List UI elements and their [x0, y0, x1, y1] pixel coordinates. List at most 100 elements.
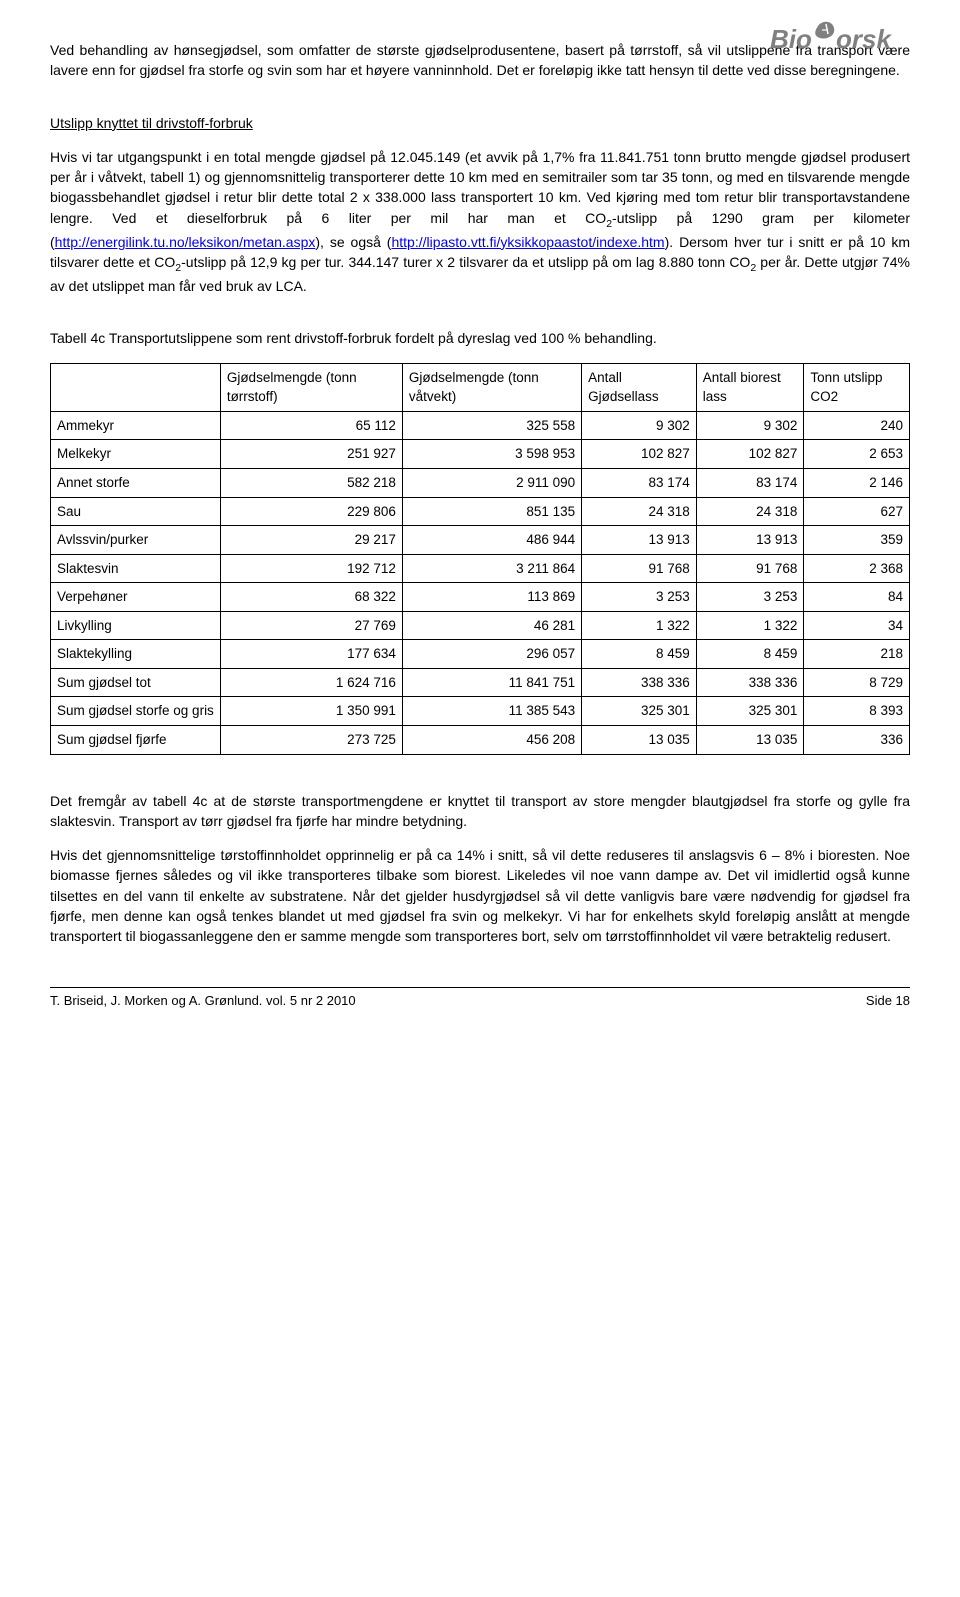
table-row: Avlssvin/purker29 217486 94413 91313 913…: [51, 526, 910, 555]
cell-value: 229 806: [220, 497, 402, 526]
cell-value: 27 769: [220, 611, 402, 640]
cell-value: 8 393: [804, 697, 910, 726]
cell-value: 8 459: [582, 640, 697, 669]
cell-value: 1 322: [696, 611, 804, 640]
th-utslipp: Tonn utslipp CO2: [804, 363, 910, 411]
svg-text:Bio: Bio: [770, 24, 812, 54]
svg-text:orsk: orsk: [836, 24, 892, 54]
cell-value: 336: [804, 726, 910, 755]
page-footer: T. Briseid, J. Morken og A. Grønlund. vo…: [50, 987, 910, 1011]
table-row: Livkylling27 76946 2811 3221 32234: [51, 611, 910, 640]
cell-value: 11 841 751: [402, 668, 581, 697]
paragraph-4: Hvis det gjennomsnittelige tørstoffinnho…: [50, 845, 910, 946]
row-label: Slaktesvin: [51, 554, 221, 583]
cell-value: 46 281: [402, 611, 581, 640]
cell-value: 273 725: [220, 726, 402, 755]
link-energilink[interactable]: http://energilink.tu.no/leksikon/metan.a…: [55, 234, 316, 250]
cell-value: 251 927: [220, 440, 402, 469]
cell-value: 68 322: [220, 583, 402, 612]
row-label: Annet storfe: [51, 468, 221, 497]
paragraph-2: Hvis vi tar utgangspunkt i en total meng…: [50, 147, 910, 297]
table-row: Annet storfe582 2182 911 09083 17483 174…: [51, 468, 910, 497]
cell-value: 91 768: [582, 554, 697, 583]
table-row: Ammekyr65 112325 5589 3029 302240: [51, 411, 910, 440]
cell-value: 8 729: [804, 668, 910, 697]
row-label: Verpehøner: [51, 583, 221, 612]
cell-value: 2 911 090: [402, 468, 581, 497]
cell-value: 9 302: [696, 411, 804, 440]
cell-value: 3 211 864: [402, 554, 581, 583]
cell-value: 24 318: [696, 497, 804, 526]
cell-value: 218: [804, 640, 910, 669]
transport-table: Gjødselmengde (tonn tørrstoff) Gjødselme…: [50, 363, 910, 755]
table-caption: Tabell 4c Transportutslippene som rent d…: [50, 328, 910, 348]
table-row: Sum gjødsel storfe og gris1 350 99111 38…: [51, 697, 910, 726]
table-row: Sau229 806851 13524 31824 318627: [51, 497, 910, 526]
footer-page-number: Side 18: [866, 992, 910, 1011]
cell-value: 582 218: [220, 468, 402, 497]
cell-value: 338 336: [582, 668, 697, 697]
cell-value: 338 336: [696, 668, 804, 697]
table-header-row: Gjødselmengde (tonn tørrstoff) Gjødselme…: [51, 363, 910, 411]
cell-value: 9 302: [582, 411, 697, 440]
cell-value: 102 827: [582, 440, 697, 469]
cell-value: 627: [804, 497, 910, 526]
th-blank: [51, 363, 221, 411]
row-label: Ammekyr: [51, 411, 221, 440]
subheading-drivstoff: Utslipp knyttet til drivstoff-forbruk: [50, 113, 910, 133]
cell-value: 1 350 991: [220, 697, 402, 726]
cell-value: 325 301: [582, 697, 697, 726]
cell-value: 29 217: [220, 526, 402, 555]
cell-value: 91 768: [696, 554, 804, 583]
th-torrstoff: Gjødselmengde (tonn tørrstoff): [220, 363, 402, 411]
table-row: Sum gjødsel fjørfe273 725456 20813 03513…: [51, 726, 910, 755]
cell-value: 8 459: [696, 640, 804, 669]
row-label: Sau: [51, 497, 221, 526]
cell-value: 65 112: [220, 411, 402, 440]
cell-value: 296 057: [402, 640, 581, 669]
cell-value: 11 385 543: [402, 697, 581, 726]
cell-value: 177 634: [220, 640, 402, 669]
cell-value: 102 827: [696, 440, 804, 469]
cell-value: 851 135: [402, 497, 581, 526]
para2-text-c-tail: -utslipp på 12,9 kg per tur. 344.147 tur…: [181, 254, 750, 270]
cell-value: 13 913: [696, 526, 804, 555]
row-label: Melkekyr: [51, 440, 221, 469]
table-row: Slaktesvin192 7123 211 86491 76891 7682 …: [51, 554, 910, 583]
para2-text-b: ), se også (: [315, 234, 391, 250]
row-label: Slaktekylling: [51, 640, 221, 669]
cell-value: 83 174: [696, 468, 804, 497]
row-label: Sum gjødsel fjørfe: [51, 726, 221, 755]
cell-value: 83 174: [582, 468, 697, 497]
table-row: Sum gjødsel tot1 624 71611 841 751338 33…: [51, 668, 910, 697]
table-row: Melkekyr251 9273 598 953102 827102 8272 …: [51, 440, 910, 469]
cell-value: 456 208: [402, 726, 581, 755]
cell-value: 359: [804, 526, 910, 555]
th-gjodsellass: Antall Gjødsellass: [582, 363, 697, 411]
cell-value: 1 624 716: [220, 668, 402, 697]
cell-value: 113 869: [402, 583, 581, 612]
cell-value: 240: [804, 411, 910, 440]
row-label: Sum gjødsel tot: [51, 668, 221, 697]
cell-value: 325 301: [696, 697, 804, 726]
table-row: Verpehøner68 322113 8693 2533 25384: [51, 583, 910, 612]
cell-value: 3 598 953: [402, 440, 581, 469]
row-label: Sum gjødsel storfe og gris: [51, 697, 221, 726]
table-row: Slaktekylling177 634296 0578 4598 459218: [51, 640, 910, 669]
cell-value: 84: [804, 583, 910, 612]
row-label: Livkylling: [51, 611, 221, 640]
cell-value: 13 035: [696, 726, 804, 755]
cell-value: 13 035: [582, 726, 697, 755]
cell-value: 192 712: [220, 554, 402, 583]
footer-citation: T. Briseid, J. Morken og A. Grønlund. vo…: [50, 992, 356, 1011]
cell-value: 34: [804, 611, 910, 640]
cell-value: 1 322: [582, 611, 697, 640]
logo: Bio orsk: [770, 18, 910, 65]
row-label: Avlssvin/purker: [51, 526, 221, 555]
cell-value: 2 368: [804, 554, 910, 583]
cell-value: 13 913: [582, 526, 697, 555]
cell-value: 325 558: [402, 411, 581, 440]
link-lipasto[interactable]: http://lipasto.vtt.fi/yksikkopaastot/ind…: [391, 234, 664, 250]
th-biorest: Antall biorest lass: [696, 363, 804, 411]
cell-value: 2 653: [804, 440, 910, 469]
